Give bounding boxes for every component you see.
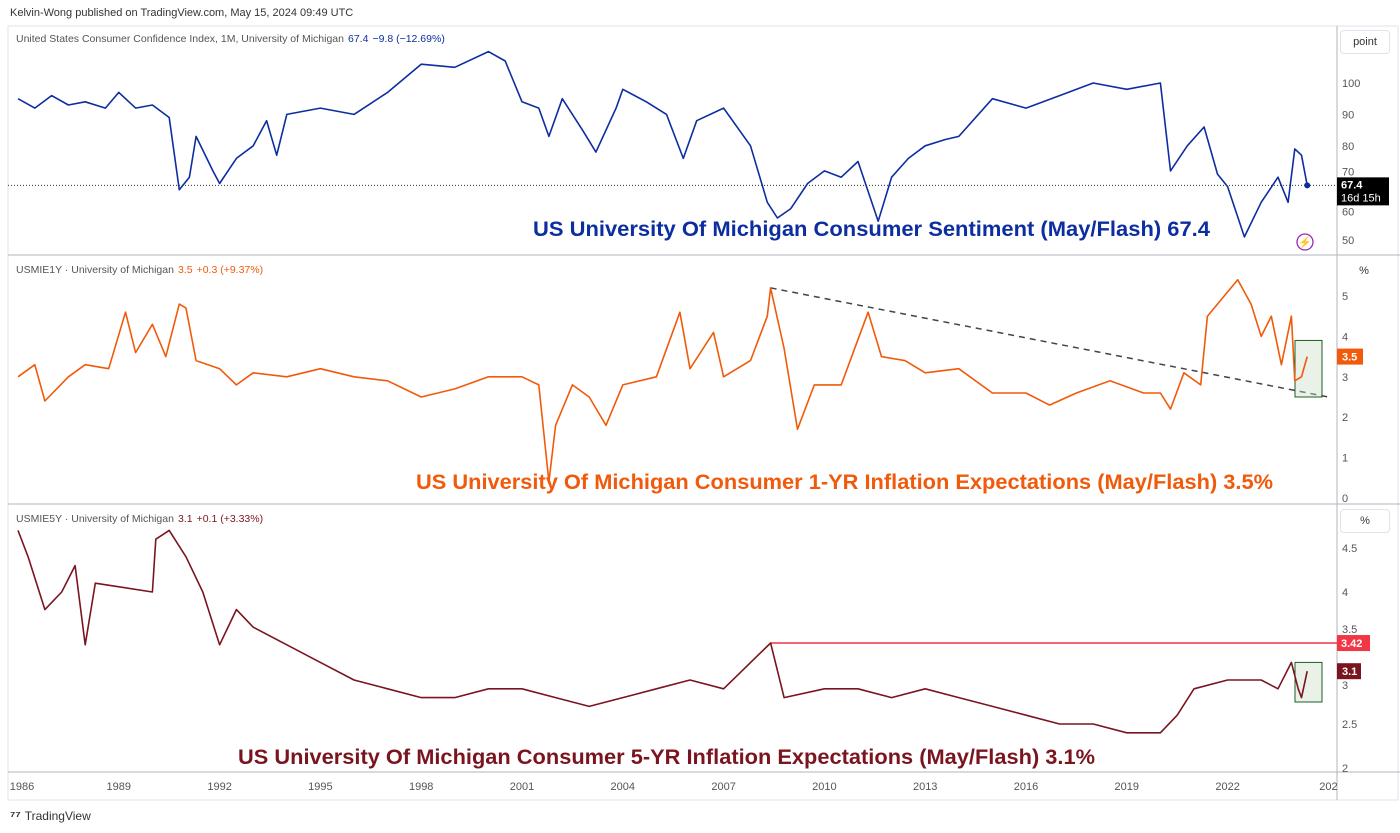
x-tick-label: 2019 bbox=[1115, 781, 1139, 793]
x-tick-label: 1992 bbox=[207, 781, 231, 793]
x-tick-label: 2007 bbox=[711, 781, 735, 793]
y-tick-label: 3 bbox=[1342, 680, 1348, 692]
footer: ⁷⁷ TradingView bbox=[10, 808, 91, 823]
legend-change: −9.8 (−12.69%) bbox=[372, 33, 445, 45]
x-tick-label: 2004 bbox=[611, 781, 635, 793]
last-point bbox=[1304, 182, 1311, 189]
trendline bbox=[770, 287, 1329, 398]
y-tick-label: 4.5 bbox=[1342, 543, 1357, 555]
legend-name: USMIE1Y · University of Michigan bbox=[16, 264, 174, 276]
resistance-label-bg bbox=[1337, 635, 1370, 652]
y-tick-label: 2.5 bbox=[1342, 719, 1357, 731]
highlight-box bbox=[1294, 339, 1323, 398]
y-tick-label: 90 bbox=[1342, 109, 1354, 121]
x-tick-label: 1986 bbox=[10, 781, 34, 793]
y-tick-label: 4 bbox=[1342, 331, 1348, 343]
legend-inflation-1y: USMIE1Y · University of Michigan 3.5 +0.3 … bbox=[16, 264, 263, 276]
last-label-bg bbox=[1337, 663, 1361, 680]
legend-change: +0.3 (+9.37%) bbox=[196, 264, 264, 276]
y-tick-label: 5 bbox=[1342, 291, 1348, 303]
x-tick-label: 2010 bbox=[812, 781, 836, 793]
brand-name: TradingView bbox=[24, 808, 91, 823]
legend-value: 3.5 bbox=[177, 264, 193, 276]
flash-icon bbox=[1296, 233, 1314, 251]
x-tick-label: 2022 bbox=[1215, 781, 1239, 793]
flash-icon-glyph: ⚡ bbox=[1298, 236, 1312, 249]
last-value-label: 67.4 bbox=[1341, 179, 1363, 191]
last-label-bg bbox=[1337, 348, 1363, 365]
legend-change: +0.1 (+3.33%) bbox=[196, 513, 264, 525]
x-tick-label: 2016 bbox=[1014, 781, 1038, 793]
x-tick-label: 2013 bbox=[913, 781, 937, 793]
y-tick-label: 0 bbox=[1342, 493, 1348, 505]
legend-sentiment: United States Consumer Confidence Index,… bbox=[16, 33, 445, 45]
y-tick-label: 80 bbox=[1342, 141, 1354, 153]
y-tick-label: 2 bbox=[1342, 763, 1348, 775]
series-line bbox=[17, 279, 1308, 483]
x-tick-label: 1998 bbox=[409, 781, 433, 793]
highlight-box bbox=[1294, 661, 1323, 703]
published-by: Kelvin-Wong published on TradingView.com… bbox=[10, 7, 354, 19]
y-tick-label: 50 bbox=[1342, 235, 1354, 247]
legend-value: 67.4 bbox=[348, 33, 369, 45]
resistance-label: 3.42 bbox=[1341, 638, 1362, 650]
y-tick-label: 100 bbox=[1342, 78, 1360, 90]
series-line bbox=[17, 529, 1308, 734]
last-label-bg bbox=[1337, 177, 1389, 206]
x-tick-label: 2001 bbox=[510, 781, 534, 793]
chart-title-annotation: US University Of Michigan Consumer 1-YR … bbox=[416, 471, 1273, 494]
y-tick-label: 60 bbox=[1342, 206, 1354, 218]
scale-unit-button[interactable]: point bbox=[1340, 30, 1390, 54]
legend-name: United States Consumer Confidence Index,… bbox=[16, 33, 344, 45]
countdown-label: 16d 15h bbox=[1341, 192, 1381, 204]
y-tick-label: 2 bbox=[1342, 412, 1348, 424]
x-tick-label: 1989 bbox=[107, 781, 131, 793]
x-tick-label: 1995 bbox=[308, 781, 332, 793]
y-tick-label: 3.5 bbox=[1342, 624, 1357, 636]
last-value-label: 3.5 bbox=[1342, 352, 1357, 364]
y-tick-label: 4 bbox=[1342, 587, 1348, 599]
legend-value: 3.1 bbox=[177, 513, 193, 525]
chart-frame bbox=[7, 25, 1399, 801]
y-tick-label: 1 bbox=[1342, 453, 1348, 465]
legend-name: USMIE5Y · University of Michigan bbox=[16, 513, 174, 525]
chart-title-annotation: US University Of Michigan Consumer 5-YR … bbox=[238, 746, 1095, 769]
scale-unit-label: % bbox=[1340, 260, 1388, 282]
legend-inflation-5y: USMIE5Y · University of Michigan 3.1 +0.1 … bbox=[16, 513, 263, 525]
series-line bbox=[17, 50, 1308, 238]
last-value-label: 3.1 bbox=[1342, 666, 1357, 678]
tradingview-logo-icon: ⁷⁷ bbox=[10, 808, 21, 823]
scale-unit-button[interactable]: % bbox=[1340, 509, 1390, 533]
y-tick-label: 3 bbox=[1342, 372, 1348, 384]
y-tick-label: 70 bbox=[1342, 166, 1354, 178]
chart-title-annotation: US University Of Michigan Consumer Senti… bbox=[533, 218, 1210, 241]
x-tick-label: 202 bbox=[1319, 781, 1337, 793]
